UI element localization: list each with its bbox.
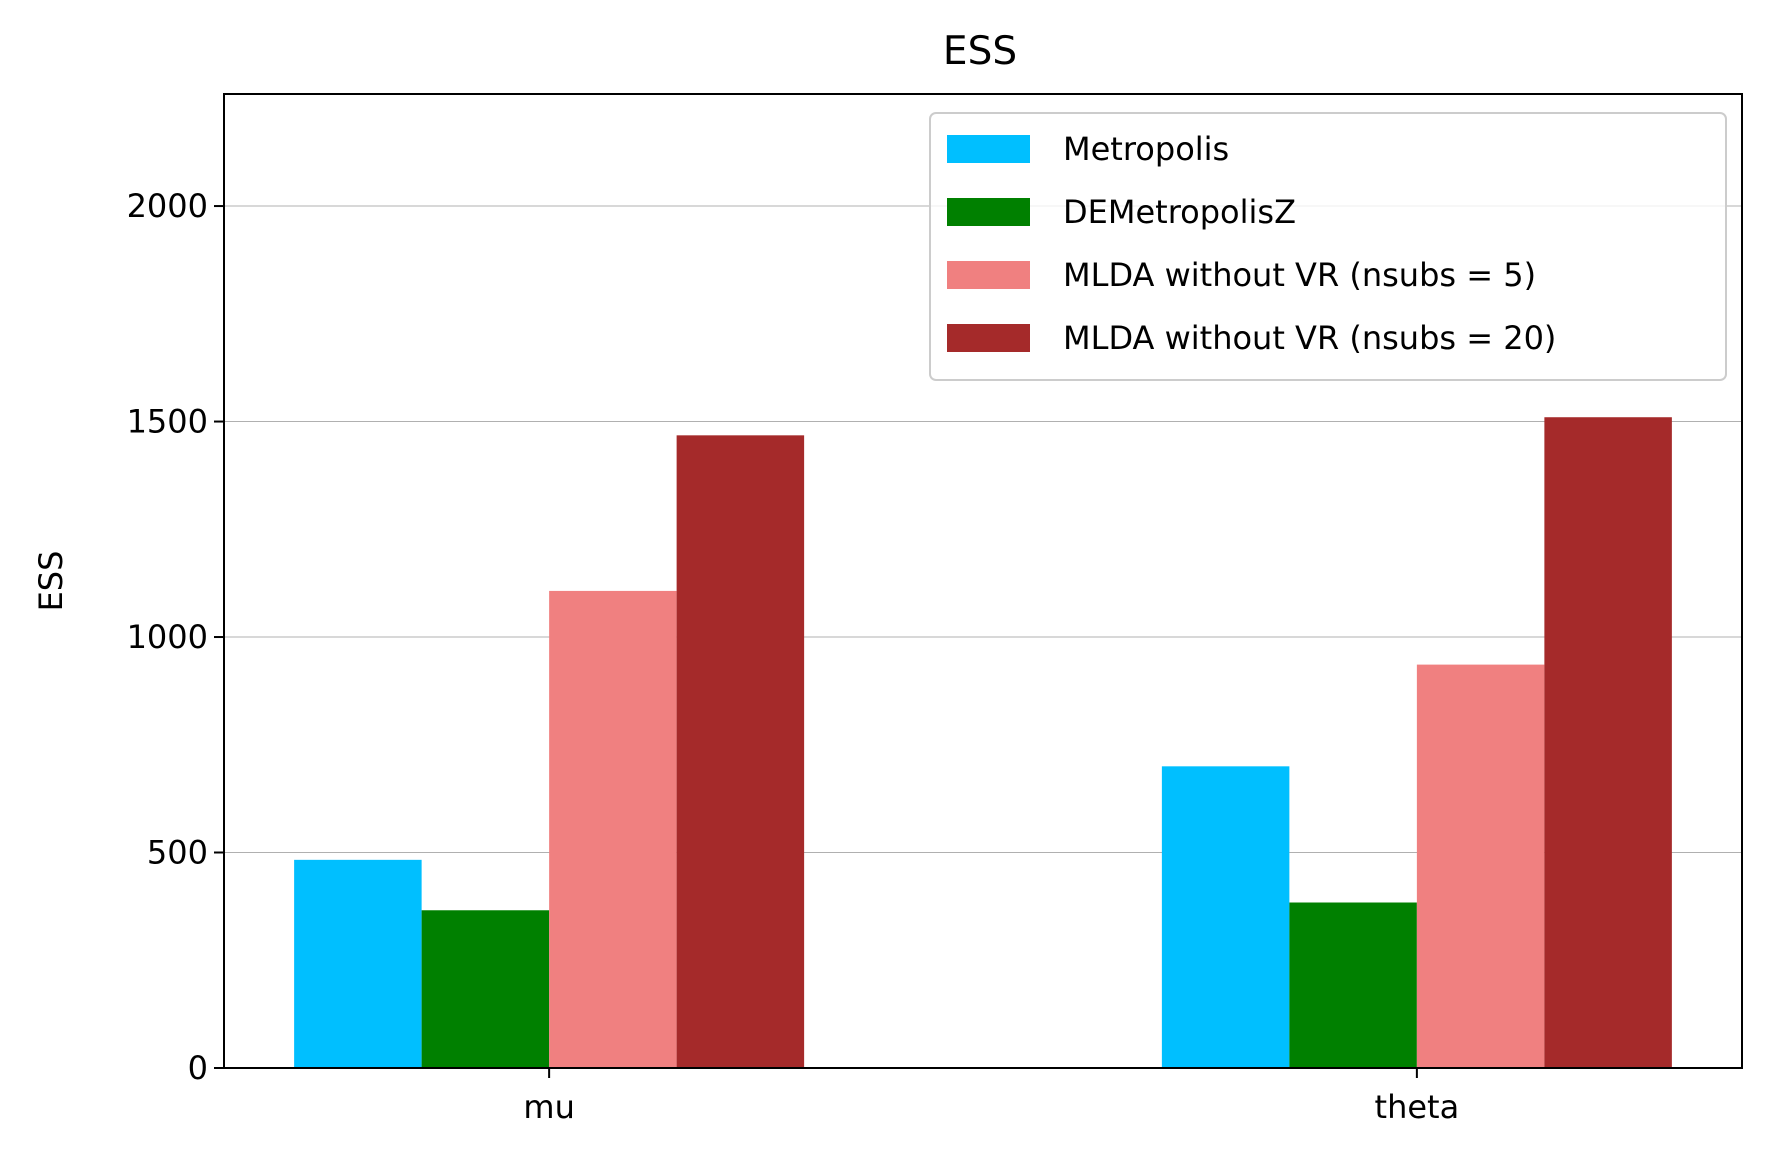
- y-tick-label: 2000: [127, 187, 208, 225]
- legend-swatch: [947, 324, 1030, 352]
- x-tick-label: theta: [1375, 1088, 1460, 1126]
- legend-swatch: [947, 135, 1030, 163]
- bar: [421, 910, 550, 1068]
- x-axis: mu theta: [523, 1068, 1459, 1126]
- bar: [294, 859, 422, 1068]
- legend-entry-label: Metropolis: [1063, 130, 1229, 168]
- legend: Metropolis DEMetropolisZ MLDA without VR (…: [929, 112, 1727, 381]
- plot-frame: [223, 93, 1743, 1069]
- bars: [294, 417, 1672, 1069]
- y-tick-label: 0: [188, 1049, 208, 1087]
- legend-swatch: [947, 198, 1030, 226]
- legend-entry-label: MLDA without VR (nsubs = 5): [1063, 256, 1536, 294]
- legend-entry-label: MLDA without VR (nsubs = 20): [1063, 319, 1556, 357]
- legend-swatch: [947, 261, 1030, 289]
- bar: [676, 435, 805, 1069]
- y-tick-label: 1500: [127, 403, 208, 441]
- bar: [1289, 902, 1417, 1068]
- chart-title: ESS: [943, 29, 1017, 74]
- y-axis: 0 500 1000 1500 2000: [127, 187, 224, 1087]
- bar: [549, 590, 677, 1068]
- bar: [1544, 417, 1672, 1068]
- x-tick-label: mu: [523, 1088, 574, 1126]
- y-axis-label: ESS: [32, 551, 70, 612]
- legend-entry-label: DEMetropolisZ: [1063, 193, 1296, 231]
- y-tick-label: 500: [147, 834, 208, 872]
- legend-box: [929, 112, 1727, 381]
- y-tick-label: 1000: [127, 618, 208, 656]
- bar: [1416, 664, 1545, 1068]
- bar: [1161, 766, 1290, 1068]
